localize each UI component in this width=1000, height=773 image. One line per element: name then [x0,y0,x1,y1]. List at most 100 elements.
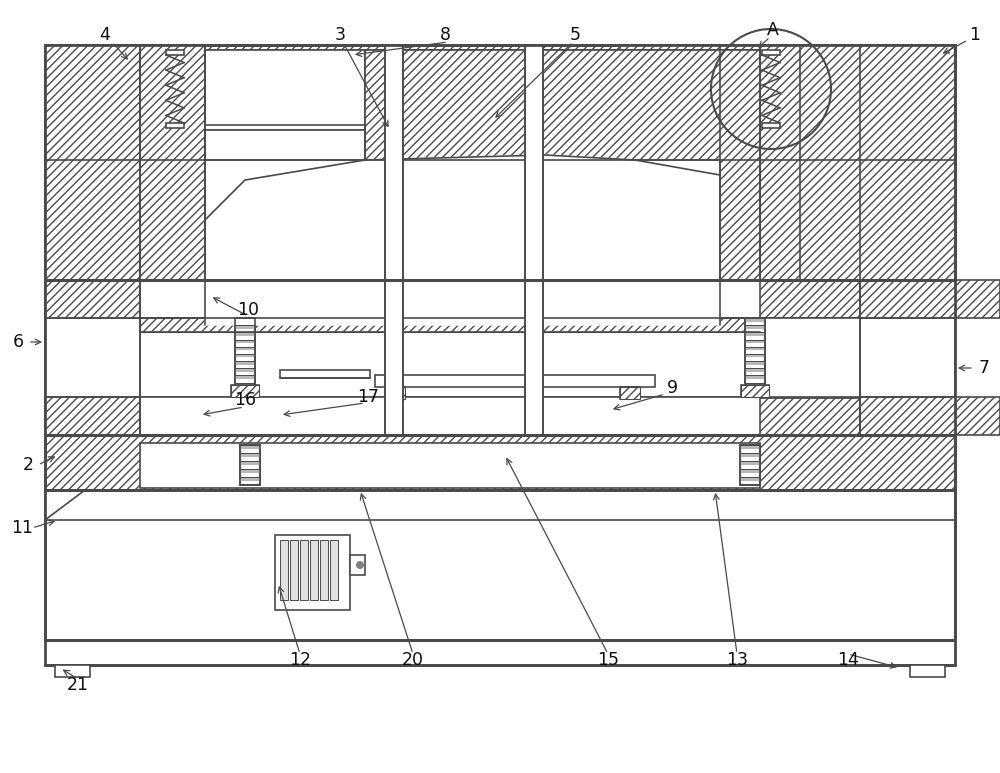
Text: 6: 6 [12,333,24,351]
Text: 1: 1 [970,26,980,44]
Polygon shape [240,469,260,473]
Polygon shape [745,347,765,350]
Bar [275,535,350,610]
Bar [205,130,365,275]
Polygon shape [740,469,760,473]
Polygon shape [235,318,255,322]
Text: 5: 5 [570,26,580,44]
Bar [231,385,259,397]
Polygon shape [745,318,765,322]
Bar [620,387,640,399]
Bar [290,540,298,600]
Polygon shape [235,339,255,343]
Bar [385,387,405,399]
Text: A: A [767,21,779,39]
Bar [300,540,308,600]
Bar [365,50,760,280]
Text: 20: 20 [402,651,424,669]
Text: 21: 21 [67,676,89,694]
Polygon shape [235,376,255,379]
Text: 16: 16 [234,391,256,409]
Circle shape [356,561,364,569]
Text: 14: 14 [837,651,859,669]
Polygon shape [740,477,760,481]
Bar [140,318,760,332]
Bar [45,280,955,318]
Bar [140,397,760,435]
Bar [280,540,288,600]
Bar [280,370,370,378]
Bar [525,280,543,435]
Bar [385,45,403,280]
Text: 13: 13 [726,651,748,669]
Bar [235,318,255,397]
Bar [140,318,760,332]
Bar [860,280,1000,318]
Text: 9: 9 [666,379,678,397]
Polygon shape [745,339,765,343]
Bar [385,280,403,435]
Polygon shape [240,477,260,481]
Bar [45,435,955,490]
Bar [140,280,760,318]
Bar [166,123,184,128]
Bar [330,540,338,600]
Bar [385,387,405,399]
Bar [320,540,328,600]
Bar [45,490,955,640]
Bar [45,45,140,280]
Bar [45,397,140,435]
Bar [45,397,955,435]
Bar [860,397,1000,435]
Bar [365,50,760,280]
Text: 8: 8 [440,26,450,44]
Polygon shape [235,361,255,365]
Polygon shape [745,354,765,357]
Polygon shape [745,383,765,386]
Polygon shape [745,325,765,329]
Bar [55,665,90,677]
Bar [740,445,760,485]
Polygon shape [740,453,760,457]
Bar [140,45,205,280]
Polygon shape [235,383,255,386]
Bar [140,50,385,280]
Polygon shape [740,445,760,449]
Bar [45,640,955,665]
Bar [45,45,955,280]
Bar [45,318,955,397]
Text: 17: 17 [357,388,379,406]
Bar [166,50,184,55]
Bar [525,45,543,280]
Bar [390,50,810,160]
Polygon shape [45,490,85,520]
Bar [350,555,365,575]
Bar [375,375,655,387]
Text: 2: 2 [22,456,34,474]
Polygon shape [235,347,255,350]
Text: 7: 7 [978,359,990,377]
Polygon shape [235,368,255,372]
Polygon shape [240,461,260,465]
Polygon shape [745,368,765,372]
Polygon shape [745,390,765,393]
Polygon shape [235,390,255,393]
Text: 11: 11 [11,519,33,537]
Bar [205,160,720,275]
Bar [205,50,365,130]
Bar [745,318,765,397]
Bar [762,123,780,128]
Polygon shape [745,361,765,365]
Polygon shape [240,453,260,457]
Bar [620,387,640,399]
Bar [860,280,955,435]
Polygon shape [235,332,255,336]
Bar [760,45,955,280]
Polygon shape [745,376,765,379]
Text: 10: 10 [237,301,259,319]
Bar [45,280,140,435]
Bar [140,443,760,488]
Bar [910,665,945,677]
Bar [741,385,769,397]
Bar [310,540,318,600]
